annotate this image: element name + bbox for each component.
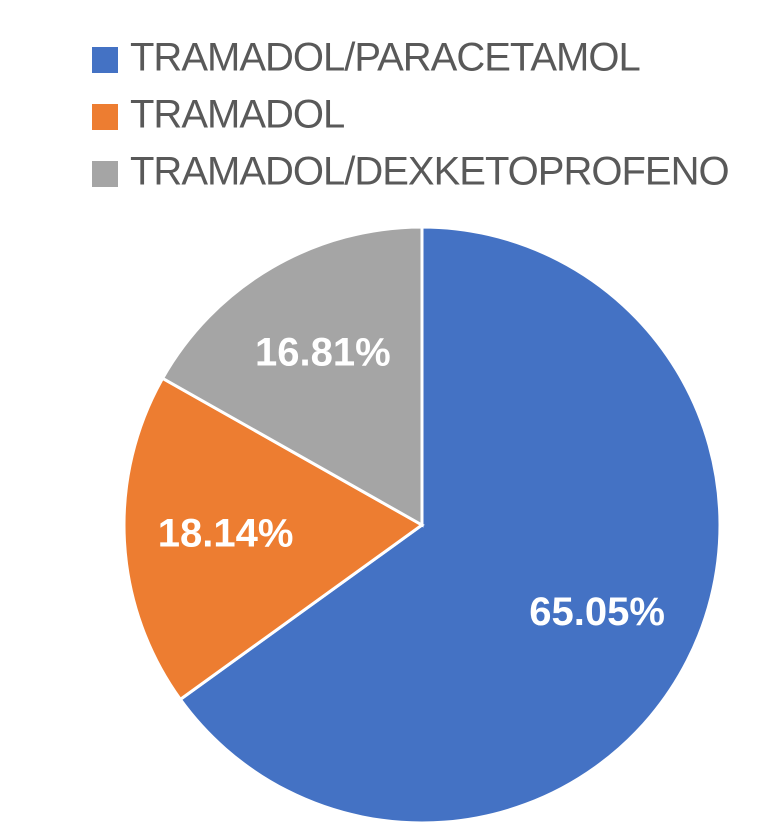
- legend-label: TRAMADOL: [130, 93, 344, 137]
- pie-slice: [160, 225, 424, 528]
- legend-label: TRAMADOL/PARACETAMOL: [130, 36, 640, 80]
- pie-slice: [178, 225, 722, 825]
- legend-swatch: [92, 47, 118, 73]
- data-label: 65.05%: [529, 590, 665, 634]
- legend-label: TRAMADOL/DEXKETOPROFENO: [130, 150, 729, 194]
- legend-swatch: [92, 161, 118, 187]
- pie-slice: [122, 376, 425, 702]
- legend-swatch: [92, 104, 118, 130]
- data-label: 16.81%: [255, 331, 391, 375]
- data-label: 18.14%: [158, 511, 294, 555]
